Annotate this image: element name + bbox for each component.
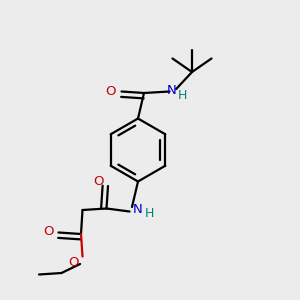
Text: O: O <box>106 85 116 98</box>
Text: N: N <box>167 84 176 98</box>
Text: H: H <box>145 207 154 220</box>
Text: O: O <box>43 225 53 238</box>
Text: N: N <box>133 203 143 216</box>
Text: O: O <box>93 175 104 188</box>
Text: H: H <box>177 88 187 102</box>
Text: O: O <box>68 256 79 269</box>
